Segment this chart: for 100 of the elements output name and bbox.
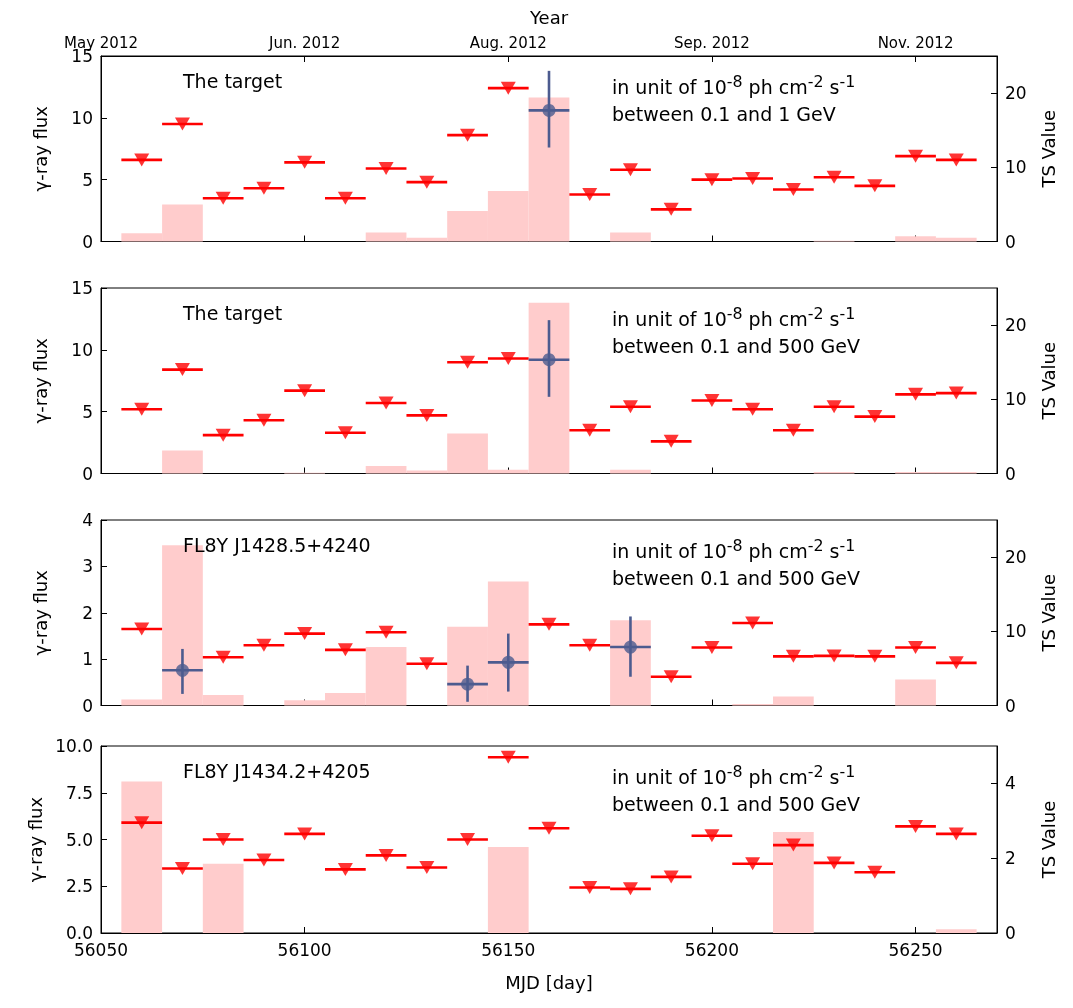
point	[256, 853, 272, 867]
point	[867, 179, 883, 193]
point	[948, 827, 964, 841]
point	[174, 117, 190, 131]
y2-tick-label: 0	[1005, 231, 1016, 252]
point	[419, 408, 435, 422]
point	[948, 153, 964, 167]
point	[215, 191, 231, 205]
y2-axis-title: TS Value	[1037, 573, 1059, 653]
x-tick-label: 56200	[684, 939, 739, 960]
y-tick-label: 2	[82, 602, 93, 623]
annotation: in unit of 10$^{-8}$ ph cm$^{-2}$ s$^{-1}$ between 0.1 and 500 GeV	[612, 535, 860, 592]
point	[215, 650, 231, 664]
y-axis-title: γ-ray flux	[29, 337, 51, 424]
y2-tick-label: 20	[1005, 315, 1027, 336]
point	[378, 162, 394, 176]
x2-tick-label: Aug. 2012	[469, 33, 547, 52]
point	[215, 833, 231, 846]
point	[297, 155, 313, 169]
point	[948, 656, 964, 670]
y2-tick-label: 10	[1005, 389, 1027, 410]
x-axis-title: MJD [day]	[505, 971, 593, 993]
point	[908, 387, 924, 401]
point	[460, 833, 476, 846]
point	[745, 857, 761, 871]
y-tick-label: 1	[82, 649, 93, 670]
point	[337, 191, 353, 205]
y2-tick-label: 0	[1005, 463, 1016, 484]
point	[785, 649, 801, 663]
point	[663, 202, 679, 216]
point	[297, 627, 313, 641]
point	[948, 386, 964, 400]
y-tick-label: 0	[82, 695, 93, 716]
point	[378, 396, 394, 410]
point	[460, 355, 476, 369]
point	[623, 640, 637, 654]
point	[704, 829, 720, 843]
point	[745, 171, 761, 185]
point	[582, 638, 598, 652]
y-tick-label: 4	[82, 510, 93, 530]
y2-axis-title: TS Value	[1037, 341, 1059, 421]
y2-axis-title: TS Value	[1037, 109, 1059, 189]
point	[867, 649, 883, 663]
y-tick-label: 10	[71, 107, 93, 128]
point	[541, 821, 557, 835]
point	[134, 153, 150, 167]
y-tick-label: 5.0	[65, 829, 93, 850]
point	[256, 181, 272, 195]
y2-tick-label: 20	[1005, 547, 1027, 568]
annotation: The target	[183, 301, 283, 326]
y2-tick-label: 0	[1005, 695, 1016, 716]
point	[174, 861, 190, 875]
annotation: in unit of 10$^{-8}$ ph cm$^{-2}$ s$^{-1}$ between 0.1 and 500 GeV	[612, 303, 860, 360]
y-tick-label: 5	[82, 169, 93, 190]
point	[378, 625, 394, 639]
point	[826, 649, 842, 663]
point	[826, 856, 842, 870]
y2-tick-label: 20	[1005, 83, 1027, 104]
annotation: FL8Y J1434.2+4205	[183, 759, 371, 784]
point	[378, 848, 394, 862]
point	[663, 670, 679, 684]
y2-tick-label: 2	[1005, 848, 1016, 869]
x2-axis-title: Year	[528, 6, 569, 28]
point	[622, 882, 638, 896]
point	[297, 827, 313, 841]
point	[337, 862, 353, 876]
point	[337, 643, 353, 657]
y-tick-label: 3	[82, 556, 93, 577]
point	[745, 402, 761, 416]
point	[215, 428, 231, 442]
point	[785, 423, 801, 437]
point	[500, 750, 516, 764]
point	[908, 149, 924, 163]
point	[785, 838, 801, 852]
point	[582, 423, 598, 437]
x2-tick-label: Sep. 2012	[673, 33, 750, 52]
y-tick-label: 10	[71, 339, 93, 360]
point	[134, 402, 150, 416]
point	[419, 861, 435, 875]
y-tick-label: 15	[71, 278, 93, 298]
x2-tick-label: Jun. 2012	[268, 33, 341, 52]
point	[501, 655, 515, 669]
point	[826, 170, 842, 184]
annotation: in unit of 10$^{-8}$ ph cm$^{-2}$ s$^{-1}$ between 0.1 and 500 GeV	[612, 761, 860, 818]
point	[175, 663, 189, 677]
point	[908, 819, 924, 833]
point	[500, 351, 516, 365]
y2-tick-label: 0	[1005, 923, 1016, 943]
y-tick-label: 10.0	[55, 736, 93, 756]
x-tick-label: 56100	[277, 939, 332, 960]
point	[785, 183, 801, 197]
x-tick-label: 56150	[481, 939, 536, 960]
point	[297, 384, 313, 398]
point	[134, 816, 150, 830]
point	[461, 677, 475, 691]
y-axis-title: γ-ray flux	[24, 796, 46, 883]
y2-axis-title: TS Value	[1037, 800, 1059, 880]
point	[542, 353, 556, 367]
annotation: The target	[183, 69, 283, 94]
point	[541, 617, 557, 631]
